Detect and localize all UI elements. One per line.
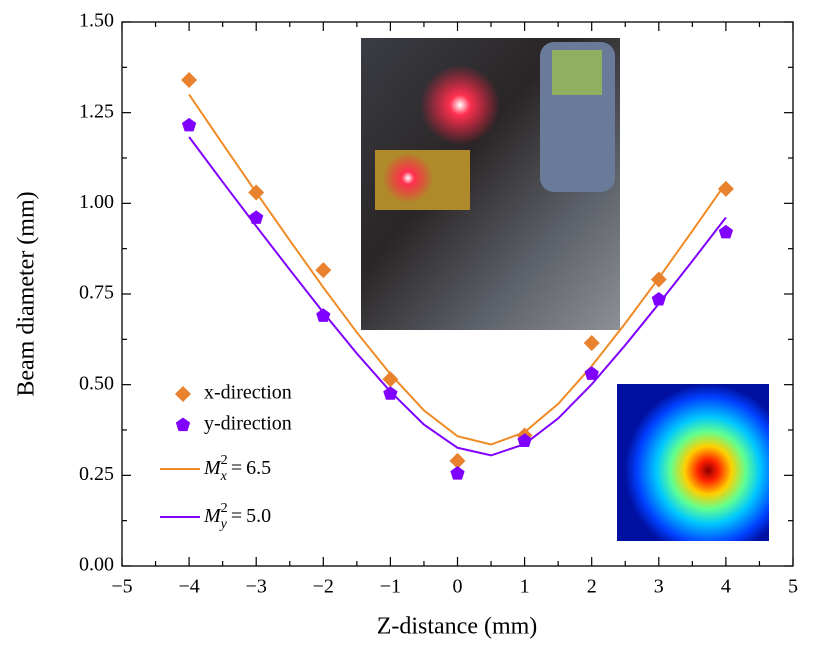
y-tick-label: 0.75 (79, 282, 114, 304)
pentagon-marker (651, 291, 666, 306)
legend-label: M2 x = 6.5 (203, 453, 271, 484)
x-tick-label: 3 (654, 576, 664, 598)
photo-light (383, 153, 433, 203)
x-tick-label: 5 (788, 576, 798, 598)
legend-symbol: M (203, 457, 222, 479)
legend-label: M2 y = 5.0 (203, 501, 271, 532)
pentagon-marker (316, 308, 331, 322)
y-tick-label: 1.00 (79, 191, 114, 213)
x-tick-label: −2 (313, 576, 334, 598)
pentagon-marker (249, 210, 264, 224)
x-tick-label: −5 (111, 576, 132, 598)
diamond-marker (650, 271, 667, 288)
legend-label: y-direction (204, 413, 292, 435)
pentagon-marker (181, 117, 197, 132)
legend-sub: y (219, 517, 228, 532)
x-tick-label: −4 (178, 576, 199, 598)
fit-line (188, 93, 727, 446)
legend-relation: = (231, 505, 242, 527)
x-tick-label: −3 (246, 576, 267, 598)
photo-screen (552, 50, 602, 95)
pentagon-marker (517, 433, 532, 447)
x-tick-label: 1 (520, 576, 530, 598)
legend-sup: 2 (221, 453, 228, 468)
y-tick-label: 0.50 (79, 372, 114, 394)
legend-sup: 2 (221, 501, 228, 516)
legend-symbol: M (203, 505, 222, 527)
legend-sub: x (220, 469, 228, 484)
legend-value: 6.5 (246, 457, 271, 479)
pentagon-marker (718, 224, 734, 239)
diamond-marker (583, 334, 600, 351)
diamond-marker (382, 371, 399, 388)
y-tick-label: 0.00 (79, 554, 114, 576)
x-tick-label: 4 (721, 576, 731, 598)
diamond-marker (717, 180, 734, 197)
x-tick-label: 0 (453, 576, 463, 598)
legend-value: 5.0 (246, 505, 271, 527)
x-tick-label: 2 (587, 576, 597, 598)
fit-line (188, 136, 727, 457)
diamond-marker (315, 262, 332, 279)
x-axis-label: Z-distance (mm) (377, 614, 538, 640)
diamond-marker (449, 452, 466, 469)
diamond-marker (175, 386, 191, 402)
x-tick-label: −1 (380, 576, 401, 598)
photo-light (420, 65, 500, 145)
pentagon-marker (175, 417, 191, 432)
pentagon-marker (584, 366, 599, 380)
legend-relation: = (231, 457, 242, 479)
y-tick-label: 1.50 (79, 10, 114, 32)
legend-label: x-direction (204, 382, 292, 404)
y-tick-label: 0.25 (79, 463, 114, 485)
y-tick-label: 1.25 (79, 100, 114, 122)
pentagon-marker (383, 386, 398, 400)
diamond-marker (181, 72, 198, 89)
insets (361, 38, 769, 541)
diamond-marker (248, 184, 265, 201)
beam-profile-inset (617, 384, 769, 541)
y-axis-label: Beam diameter (mm) (14, 191, 40, 396)
pentagon-marker (450, 466, 465, 480)
